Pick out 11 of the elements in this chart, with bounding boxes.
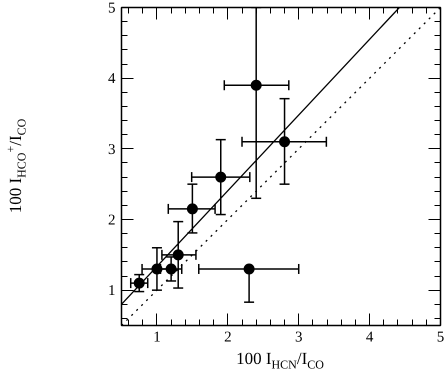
y-tick-label: 3	[108, 142, 116, 158]
x-tick-label: 4	[366, 330, 374, 346]
y-tick-label: 4	[108, 71, 116, 88]
x-tick-label: 1	[153, 330, 161, 346]
x-tick-label: 3	[294, 330, 302, 346]
x-axis-title: 100 I$_{HCN}$/I$_{CO}$	[236, 349, 324, 372]
y-tick-label: 2	[108, 212, 116, 228]
x-tick-label: 5	[436, 330, 444, 346]
y-tick-label: 1	[108, 283, 116, 300]
x-tick-label: 2	[224, 330, 232, 346]
y-tick-label: 5	[108, 0, 116, 16]
